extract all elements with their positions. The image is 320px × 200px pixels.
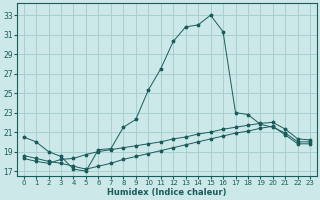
X-axis label: Humidex (Indice chaleur): Humidex (Indice chaleur) — [107, 188, 227, 197]
